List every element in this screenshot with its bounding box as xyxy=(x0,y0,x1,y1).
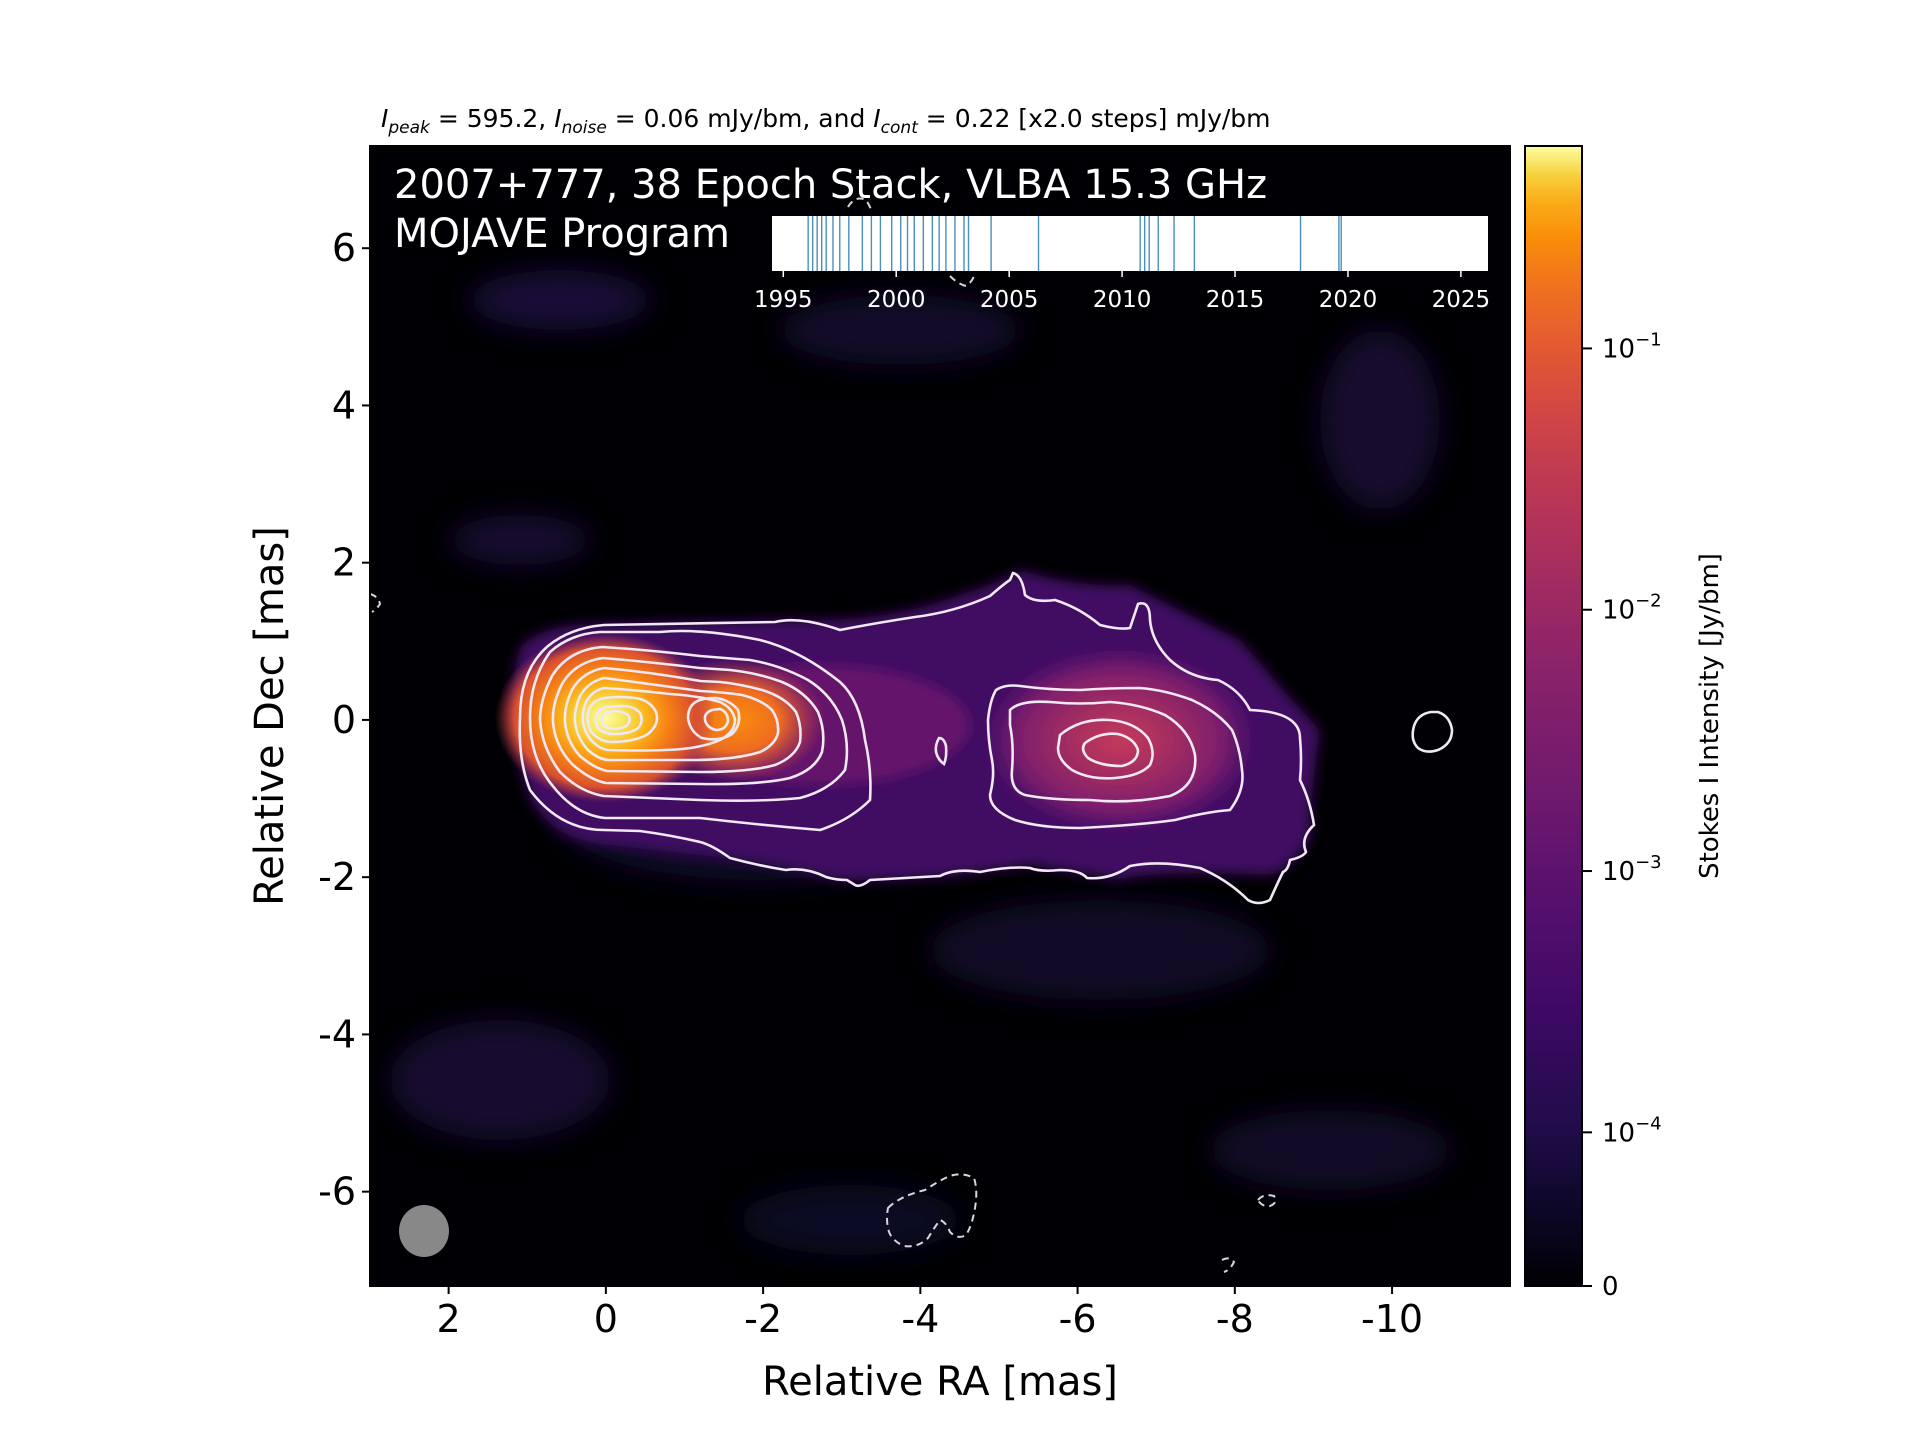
timeline-tick-label: 2005 xyxy=(980,287,1039,313)
contour-knot-far xyxy=(1411,710,1454,753)
x-tick-label: 0 xyxy=(594,1297,618,1341)
colorbar-tick-base: 10 xyxy=(1602,596,1635,626)
contour-knot-1 xyxy=(686,696,741,741)
negative-contours xyxy=(370,197,1277,1273)
x-tick-label: -6 xyxy=(1059,1297,1097,1341)
x-tick-label: -4 xyxy=(901,1297,939,1341)
colorbar-tick-label: 10−4 xyxy=(1602,1113,1662,1148)
colorbar-tick-base: 10 xyxy=(1602,857,1635,887)
contour-core-2 xyxy=(594,704,643,736)
colorbar: 10−110−210−310−40 Stokes I Intensity [Jy… xyxy=(1524,145,1725,1302)
noise-value: = 0.06 mJy/bm, and xyxy=(607,104,874,133)
timeline-tick-label: 2025 xyxy=(1432,287,1491,313)
x-tick-label: -8 xyxy=(1216,1297,1254,1341)
epoch-lines xyxy=(807,216,1342,271)
y-axis-label: Relative Dec [mas] xyxy=(247,526,293,906)
colorbar-tick-exp: −2 xyxy=(1635,591,1662,612)
contour-inner-2 xyxy=(551,656,825,786)
x-tick-label: 2 xyxy=(437,1297,461,1341)
y-tick-label: -2 xyxy=(318,855,356,899)
cont-symbol: I xyxy=(873,104,880,133)
y-tick-label: 2 xyxy=(332,541,356,585)
peak-symbol: I xyxy=(381,104,388,133)
image-panel: 2007+777, 38 Epoch Stack, VLBA 15.3 GHz … xyxy=(370,146,1510,1286)
colorbar-tick-exp: −1 xyxy=(1635,329,1662,350)
timeline-tick-label: 2015 xyxy=(1206,287,1265,313)
contour-gap-island xyxy=(934,736,948,766)
colorbar-gradient xyxy=(1524,145,1583,1287)
x-tick-label: -10 xyxy=(1361,1297,1423,1341)
colorbar-tick-base: 0 xyxy=(1602,1272,1619,1302)
colorbar-ticks: 10−110−210−310−40 xyxy=(1582,329,1662,1302)
contour-lobe-3 xyxy=(1056,718,1154,780)
timeline-ticks: 1995 2000 2005 2010 2015 2020 2025 xyxy=(754,271,1490,313)
x-tick-label: -2 xyxy=(744,1297,782,1341)
noise-sub: noise xyxy=(562,118,607,138)
colorbar-tick-exp: −4 xyxy=(1635,1113,1662,1134)
peak-value: = 595.2, xyxy=(430,104,554,133)
y-tick-label: -4 xyxy=(318,1012,356,1056)
epoch-timeline: 1995 2000 2005 2010 2015 2020 2025 xyxy=(754,216,1490,313)
contours xyxy=(518,571,1454,905)
x-ticks: 2 0 -2 -4 -6 -8 -10 xyxy=(437,1286,1423,1341)
contour-outer xyxy=(518,571,1316,905)
timeline-tick-label: 2010 xyxy=(1093,287,1152,313)
contour-inner-5 xyxy=(581,686,737,752)
colorbar-label: Stokes I Intensity [Jy/bm] xyxy=(1695,553,1725,879)
timeline-tick-label: 2020 xyxy=(1319,287,1378,313)
timeline-tick-label: 2000 xyxy=(867,287,926,313)
image-title-line1: 2007+777, 38 Epoch Stack, VLBA 15.3 GHz xyxy=(394,162,1267,208)
colorbar-tick-label: 10−3 xyxy=(1602,852,1662,887)
y-tick-label: 0 xyxy=(332,698,356,742)
image-frame xyxy=(369,145,1511,1287)
neg-contour-2 xyxy=(1256,1194,1277,1208)
contour-inner-3 xyxy=(563,666,802,774)
contour-knot-2 xyxy=(703,707,730,732)
colorbar-tick-label: 10−1 xyxy=(1602,329,1662,364)
colorbar-tick-label: 0 xyxy=(1602,1272,1619,1302)
timeline-box xyxy=(772,216,1488,271)
contour-2 xyxy=(528,629,872,832)
header-text: Ipeak = 595.2, Inoise = 0.06 mJy/bm, and… xyxy=(381,104,1271,138)
contour-lobe-2 xyxy=(1008,700,1197,803)
beam-ellipse xyxy=(399,1205,449,1257)
contour-lobe-4 xyxy=(1081,732,1140,768)
neg-contour-5 xyxy=(949,275,975,288)
neg-contour-3 xyxy=(1221,1257,1236,1273)
neg-contour-1 xyxy=(886,1173,978,1248)
contour-core-3 xyxy=(600,709,631,730)
x-axis-label: Relative RA [mas] xyxy=(762,1359,1118,1405)
contour-inner-1 xyxy=(538,645,849,802)
y-tick-label: 6 xyxy=(332,226,356,270)
y-ticks: 6 4 2 0 -2 -4 -6 xyxy=(318,226,370,1214)
colorbar-tick-base: 10 xyxy=(1602,1118,1635,1148)
timeline-tick-label: 1995 xyxy=(754,287,813,313)
colorbar-tick-base: 10 xyxy=(1602,334,1635,364)
cont-value: = 0.22 [x2.0 steps] mJy/bm xyxy=(918,104,1271,133)
contour-core-1 xyxy=(586,695,659,744)
contour-lobe-1 xyxy=(986,684,1244,830)
y-tick-label: 4 xyxy=(332,383,356,427)
neg-contour-4 xyxy=(370,593,382,613)
image-title-line2: MOJAVE Program xyxy=(394,211,730,257)
contour-inner-4 xyxy=(573,676,780,762)
y-tick-label: -6 xyxy=(318,1170,356,1214)
colorbar-tick-label: 10−2 xyxy=(1602,591,1662,626)
peak-sub: peak xyxy=(387,118,431,138)
noise-symbol: I xyxy=(554,104,561,133)
lobe-emission xyxy=(980,645,1260,835)
cont-sub: cont xyxy=(881,118,920,138)
colorbar-tick-exp: −3 xyxy=(1635,852,1662,873)
